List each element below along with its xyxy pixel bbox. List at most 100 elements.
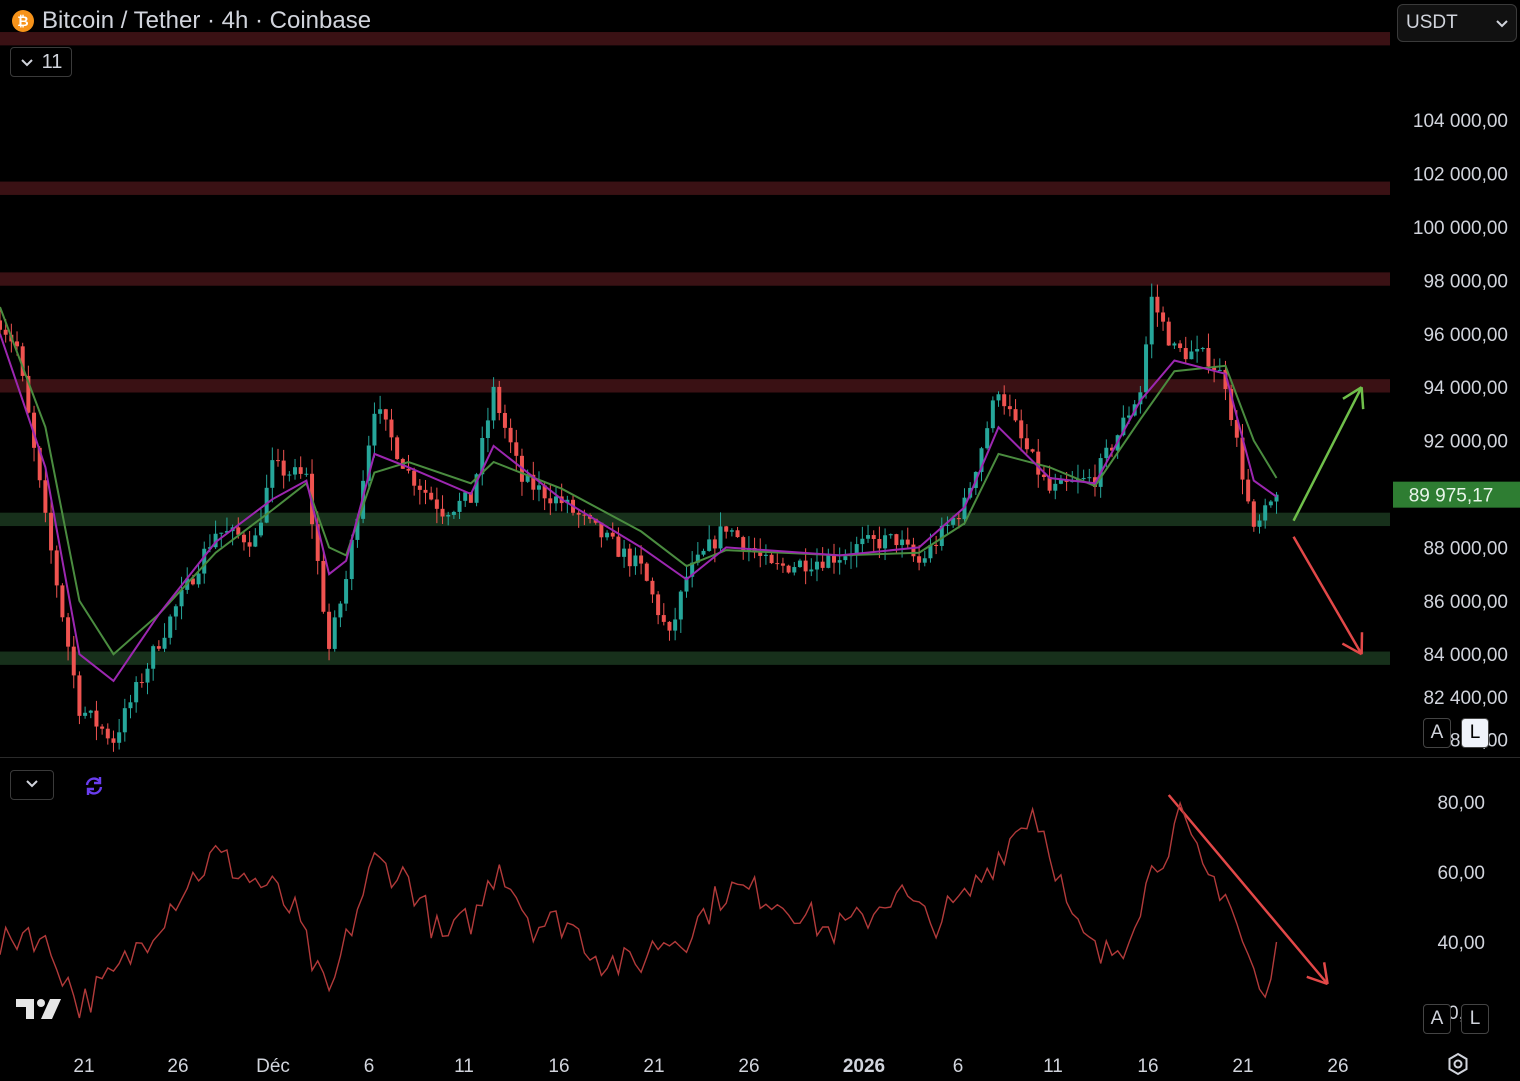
candle-body [883, 535, 887, 548]
candle-body [537, 485, 541, 489]
candle-body [702, 551, 706, 555]
resistance-zone [0, 272, 1390, 285]
candle-body [736, 530, 740, 537]
candle-body [248, 542, 252, 546]
rsi-collapse-button[interactable] [10, 770, 54, 800]
candle-body [282, 461, 286, 476]
candle-body [372, 414, 376, 446]
candle-body [441, 509, 445, 517]
candle-body [934, 545, 938, 546]
panel-separator[interactable] [0, 757, 1520, 758]
candle-body [492, 387, 496, 421]
refresh-icon[interactable] [80, 772, 108, 800]
candle-body [656, 594, 660, 615]
time-tick-label: 16 [548, 1056, 569, 1077]
rsi-auto-scale-button[interactable]: A [1423, 1004, 1451, 1034]
candle-body [338, 604, 342, 618]
candle-body [1167, 322, 1171, 346]
chevron-down-icon [25, 776, 39, 794]
candle-body [1144, 344, 1148, 392]
candle-body [611, 533, 615, 537]
time-tick-label: 26 [167, 1056, 188, 1077]
candle-body [123, 708, 127, 732]
candle-body [639, 555, 643, 563]
candle-body [509, 428, 513, 442]
candle-body [945, 525, 949, 526]
candle-body [486, 420, 490, 438]
candle-body [872, 535, 876, 539]
candle-body [89, 711, 93, 713]
candle-body [458, 501, 462, 512]
candle-body [781, 563, 785, 565]
candle-body [163, 638, 167, 649]
candle-body [1150, 297, 1154, 345]
candle-body [911, 545, 915, 557]
candle-body [140, 682, 144, 683]
candle-body [667, 622, 671, 631]
price-log-scale-button[interactable]: L [1461, 718, 1489, 748]
candle-body [1008, 406, 1012, 409]
candle-body [843, 556, 847, 560]
candle-body [985, 428, 989, 448]
candle-body [1031, 449, 1035, 451]
candle-body [1155, 297, 1159, 313]
support-zone [0, 513, 1390, 526]
candle-body [764, 555, 768, 556]
candle-body [219, 533, 223, 534]
candle-body [889, 534, 893, 535]
candle-body [429, 493, 433, 500]
candle-body [838, 560, 842, 563]
candle-body [1104, 448, 1108, 458]
candle-body [327, 612, 331, 649]
time-tick-label: 21 [643, 1056, 664, 1077]
time-tick-label: 21 [1232, 1056, 1253, 1077]
candle-body [548, 498, 552, 503]
candle-body [174, 606, 178, 616]
candle-body [60, 585, 64, 617]
price-tick-label: 102 000,00 [1413, 165, 1508, 186]
gear-icon[interactable] [1446, 1052, 1470, 1076]
candle-body [395, 437, 399, 459]
price-tick-label: 82 400,00 [1423, 688, 1508, 709]
symbol-title[interactable]: ₿ Bitcoin / Tether · 4h · Coinbase [12, 6, 371, 36]
candle-body [673, 619, 677, 630]
candle-body [894, 534, 898, 545]
candle-body [344, 579, 348, 604]
candle-body [866, 535, 870, 539]
candle-body [605, 533, 609, 538]
price-tick-label: 92 000,00 [1423, 432, 1508, 453]
candle-body [815, 562, 819, 570]
candle-body [679, 592, 683, 620]
tradingview-logo-icon[interactable] [14, 995, 64, 1023]
candle-body [299, 467, 303, 474]
candle-body [276, 460, 280, 461]
candle-body [406, 469, 410, 471]
resistance-zone [0, 182, 1390, 195]
currency-select[interactable]: USDT [1397, 4, 1517, 42]
indicators-toggle-button[interactable]: 11 [10, 47, 72, 77]
chevron-down-icon [20, 51, 34, 74]
time-tick-label: 11 [454, 1056, 474, 1077]
bullish-projection-arrow-shaft [1294, 387, 1362, 521]
candle-body [1252, 501, 1256, 526]
candle-body [1189, 351, 1193, 359]
candle-body [775, 563, 779, 564]
candle-body [997, 394, 1001, 400]
candle-body [418, 486, 422, 490]
candle-body [770, 555, 774, 563]
rsi-log-scale-button[interactable]: L [1461, 1004, 1489, 1034]
candle-body [1263, 505, 1267, 520]
price-tick-label: 104 000,00 [1413, 111, 1508, 132]
time-tick-label: 11 [1043, 1056, 1063, 1077]
price-auto-scale-button[interactable]: A [1423, 718, 1451, 748]
candle-body [1025, 438, 1029, 449]
projection-arrows [1169, 387, 1363, 984]
time-tick-label: Déc [256, 1056, 290, 1077]
time-tick-label: 21 [73, 1056, 94, 1077]
candle-body [72, 647, 76, 676]
candle-body [77, 675, 81, 715]
candle-body [758, 553, 762, 556]
